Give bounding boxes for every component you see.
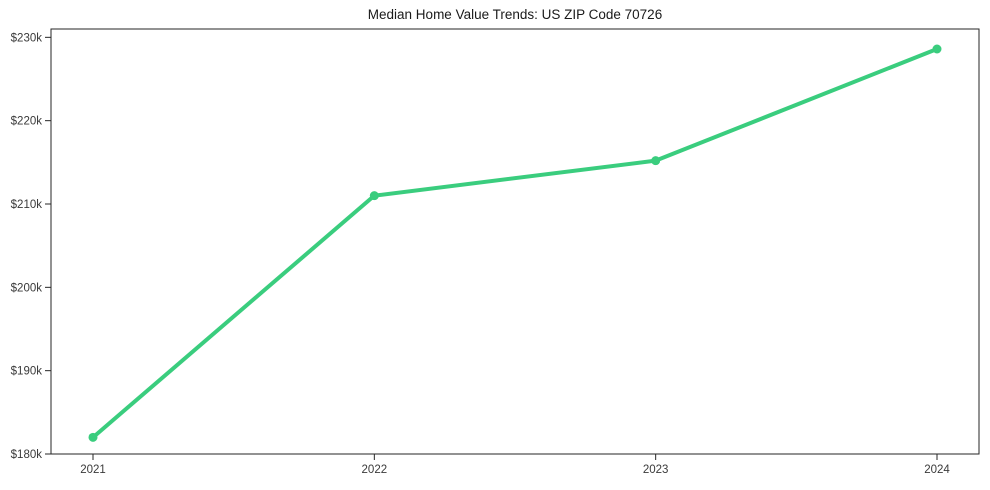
x-tick-label: 2021 bbox=[80, 464, 106, 476]
y-tick-label: $200k bbox=[11, 282, 43, 294]
trend-line bbox=[91, 47, 939, 440]
data-point-2021 bbox=[88, 432, 98, 442]
plot-border bbox=[50, 28, 980, 455]
y-tick-label: $210k bbox=[11, 199, 43, 211]
y-tick-label: $190k bbox=[11, 366, 43, 378]
chart-title: Median Home Value Trends: US ZIP Code 70… bbox=[367, 7, 663, 22]
x-tick-label: 2023 bbox=[643, 464, 669, 476]
x-tick-label: 2024 bbox=[924, 464, 950, 476]
data-point-2023 bbox=[651, 156, 661, 166]
data-point-2022 bbox=[369, 191, 379, 201]
y-tick-label: $230k bbox=[11, 32, 43, 44]
data-point-2024 bbox=[932, 44, 942, 54]
x-tick-label: 2022 bbox=[362, 464, 388, 476]
y-tick-label: $180k bbox=[11, 449, 43, 461]
y-tick-label: $220k bbox=[11, 116, 43, 128]
